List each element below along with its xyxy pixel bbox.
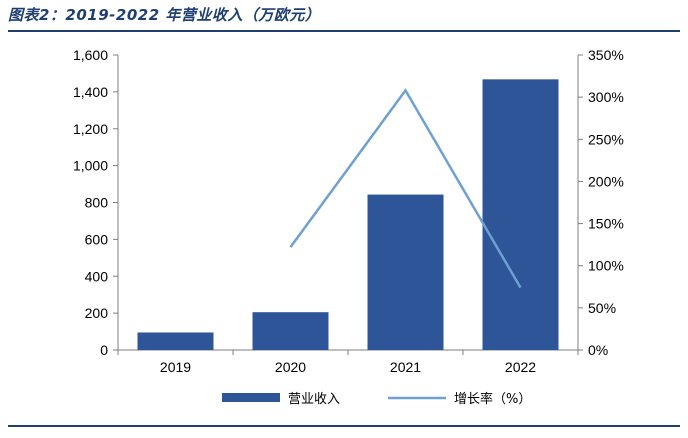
right-tick-label: 300%: [588, 89, 624, 105]
bar-2019: [137, 332, 214, 350]
growth-rate-line: [289, 88, 522, 289]
x-tick-label: 2019: [160, 359, 191, 375]
chart-title: 图表2：2019-2022 年营业收入（万欧元）: [8, 6, 321, 24]
left-tick-label: 1,000: [73, 158, 108, 174]
legend-label-growth: 增长率（%）: [454, 391, 531, 407]
legend-swatch-revenue: [222, 393, 280, 402]
left-tick-label: 0: [100, 342, 108, 358]
right-tick-label: 250%: [588, 131, 624, 147]
right-tick-label: 0%: [588, 342, 608, 358]
right-tick-label: 150%: [588, 216, 624, 232]
left-tick-label: 800: [85, 195, 109, 211]
right-tick-label: 350%: [588, 47, 624, 63]
right-tick-label: 200%: [588, 173, 624, 189]
bar-2020: [252, 312, 329, 350]
x-tick-label: 2021: [390, 359, 421, 375]
left-tick-label: 400: [85, 268, 109, 284]
left-tick-label: 1,400: [73, 84, 108, 100]
right-tick-label: 100%: [588, 258, 624, 274]
x-tick-label: 2022: [505, 359, 536, 375]
bar-2022: [482, 79, 559, 351]
x-tick-label: 2020: [275, 359, 306, 375]
bar-2021: [367, 194, 444, 350]
right-tick-label: 50%: [588, 300, 616, 316]
bottom-rule: [8, 425, 680, 427]
legend-label-revenue: 营业收入: [288, 392, 340, 407]
left-tick-label: 1,600: [73, 47, 108, 63]
left-tick-label: 200: [85, 305, 109, 321]
left-tick-label: 600: [85, 231, 109, 247]
title-rule: [8, 30, 680, 32]
left-tick-label: 1,200: [73, 121, 108, 137]
